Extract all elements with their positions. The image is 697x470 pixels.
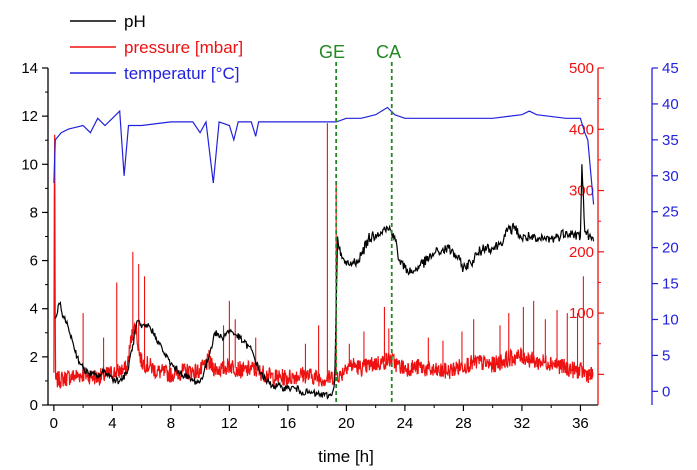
legend-label-pressure: pressure [mbar]: [124, 38, 243, 57]
y-left-tick-label-4: 4: [30, 301, 38, 318]
y-temperature-tick-label-45: 45: [662, 60, 679, 77]
annotation-label-ge: GE: [319, 42, 345, 62]
x-tick-label-32: 32: [514, 415, 531, 432]
y-temperature-tick-label-30: 30: [662, 168, 679, 185]
y-pressure-tick-label-200: 200: [569, 244, 594, 261]
y-left-tick-label-8: 8: [30, 204, 38, 221]
x-tick-label-12: 12: [221, 415, 238, 432]
legend: pH pressure [mbar] temperatur [°C]: [70, 12, 243, 83]
series-line-ph: [54, 164, 595, 400]
x-tick-label-0: 0: [50, 415, 58, 432]
legend-label-ph: pH: [124, 12, 146, 31]
y-temperature-tick-label-40: 40: [662, 96, 679, 113]
y-pressure-tick-label-100: 100: [569, 305, 594, 322]
x-axis-title: time [h]: [318, 447, 374, 466]
plot-content: 0 4 8 12 16 20 24 28 32 3602468101214010020030040…: [21, 60, 678, 432]
y-temperature-tick-label-10: 10: [662, 311, 679, 328]
annotation-labels: GE CA: [319, 42, 401, 62]
y-left-tick-label-0: 0: [30, 397, 38, 414]
y-pressure-tick-label-500: 500: [569, 60, 594, 77]
x-tick-label-24: 24: [397, 415, 414, 432]
x-tick-label-8: 8: [167, 415, 175, 432]
y-left-tick-label-10: 10: [21, 156, 38, 173]
y-left-tick-label-14: 14: [21, 60, 38, 77]
y-temperature-tick-label-0: 0: [662, 383, 670, 400]
x-tick-label-28: 28: [455, 415, 472, 432]
y-left-tick-label-12: 12: [21, 108, 38, 125]
x-tick-label-4: 4: [108, 415, 116, 432]
y-left-tick-label-6: 6: [30, 253, 38, 270]
series-line-pressure: [53, 134, 594, 390]
y-temperature-tick-label-20: 20: [662, 240, 679, 257]
y-pressure-tick-label-400: 400: [569, 121, 594, 138]
x-tick-label-16: 16: [280, 415, 297, 432]
x-tick-label-36: 36: [572, 415, 589, 432]
legend-label-temperature: temperatur [°C]: [124, 64, 239, 83]
y-temperature-tick-label-15: 15: [662, 276, 679, 293]
y-temperature-tick-label-25: 25: [662, 204, 679, 221]
x-tick-label-20: 20: [338, 415, 355, 432]
annotation-label-ca: CA: [376, 42, 401, 62]
series-line-temperature: [53, 106, 595, 205]
y-temperature-tick-label-35: 35: [662, 132, 679, 149]
y-temperature-tick-label-5: 5: [662, 347, 670, 364]
y-left-tick-label-2: 2: [30, 349, 38, 366]
